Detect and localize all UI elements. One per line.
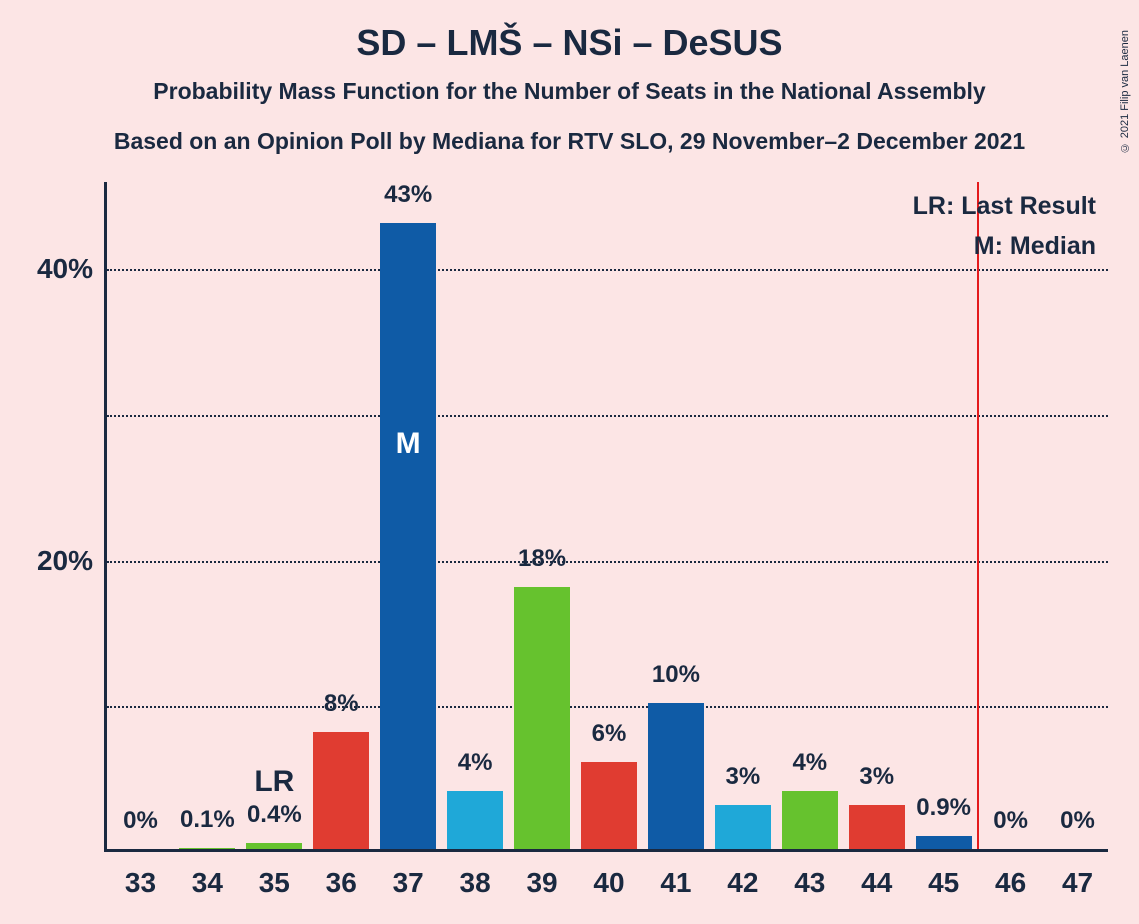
xtick-label: 34 bbox=[192, 867, 223, 899]
xtick-label: 40 bbox=[593, 867, 624, 899]
ytick-label: 20% bbox=[37, 545, 107, 577]
majority-line bbox=[977, 182, 979, 849]
median-marker: M bbox=[396, 427, 421, 461]
xtick-label: 47 bbox=[1062, 867, 1093, 899]
lr-marker: LR bbox=[254, 765, 294, 799]
bar bbox=[246, 843, 302, 849]
bar-value-label: 0% bbox=[123, 807, 158, 835]
xtick-label: 33 bbox=[125, 867, 156, 899]
chart-container: SD – LMŠ – NSi – DeSUS Probability Mass … bbox=[0, 0, 1139, 924]
bar bbox=[648, 703, 704, 849]
legend-line: LR: Last Result bbox=[913, 192, 1096, 221]
bar-value-label: 0% bbox=[1060, 807, 1095, 835]
bar-slot: 43%M37 bbox=[375, 179, 442, 849]
xtick-label: 44 bbox=[861, 867, 892, 899]
bar-value-label: 0.9% bbox=[916, 794, 971, 822]
plot-area: 20%40%0%330.1%340.4%LR358%3643%M374%3818… bbox=[104, 182, 1108, 852]
bar-value-label: 43% bbox=[384, 181, 432, 209]
chart-subtitle-1: Probability Mass Function for the Number… bbox=[0, 78, 1139, 105]
bar-slot: 3%44 bbox=[843, 179, 910, 849]
bar bbox=[849, 805, 905, 849]
bar-value-label: 10% bbox=[652, 661, 700, 689]
bar bbox=[715, 805, 771, 849]
bar-slot: 0%46 bbox=[977, 179, 1044, 849]
bar-slot: 0.4%LR35 bbox=[241, 179, 308, 849]
bar-slot: 4%38 bbox=[442, 179, 509, 849]
xtick-label: 41 bbox=[660, 867, 691, 899]
bar bbox=[179, 848, 235, 849]
bar bbox=[447, 791, 503, 849]
bar bbox=[514, 587, 570, 849]
bar-value-label: 4% bbox=[458, 749, 493, 777]
bar-value-label: 3% bbox=[726, 763, 761, 791]
bar-slot: 0.1%34 bbox=[174, 179, 241, 849]
bar-slot: 4%43 bbox=[776, 179, 843, 849]
bar-value-label: 8% bbox=[324, 690, 359, 718]
bar bbox=[313, 732, 369, 849]
copyright: © 2021 Filip van Laenen bbox=[1119, 30, 1131, 153]
bar-slot: 0%47 bbox=[1044, 179, 1111, 849]
bar-value-label: 18% bbox=[518, 545, 566, 573]
bar-value-label: 3% bbox=[859, 763, 894, 791]
ytick-label: 40% bbox=[37, 253, 107, 285]
bar-slot: 0.9%45 bbox=[910, 179, 977, 849]
bar-slot: 8%36 bbox=[308, 179, 375, 849]
xtick-label: 36 bbox=[326, 867, 357, 899]
bar-slot: 10%41 bbox=[642, 179, 709, 849]
bar-value-label: 4% bbox=[792, 749, 827, 777]
bar bbox=[782, 791, 838, 849]
bar-slot: 6%40 bbox=[576, 179, 643, 849]
bar bbox=[380, 223, 436, 849]
xtick-label: 45 bbox=[928, 867, 959, 899]
bar-slot: 18%39 bbox=[509, 179, 576, 849]
bar bbox=[581, 762, 637, 849]
bar-value-label: 0% bbox=[993, 807, 1028, 835]
xtick-label: 37 bbox=[393, 867, 424, 899]
bar-value-label: 0.4% bbox=[247, 801, 302, 829]
bar-slot: 3%42 bbox=[709, 179, 776, 849]
bar bbox=[916, 836, 972, 849]
xtick-label: 42 bbox=[727, 867, 758, 899]
legend-line: M: Median bbox=[974, 232, 1096, 261]
xtick-label: 35 bbox=[259, 867, 290, 899]
xtick-label: 43 bbox=[794, 867, 825, 899]
bar-slot: 0%33 bbox=[107, 179, 174, 849]
xtick-label: 46 bbox=[995, 867, 1026, 899]
bar-value-label: 0.1% bbox=[180, 806, 235, 834]
chart-title: SD – LMŠ – NSi – DeSUS bbox=[0, 22, 1139, 64]
chart-subtitle-2: Based on an Opinion Poll by Mediana for … bbox=[0, 128, 1139, 155]
bar-value-label: 6% bbox=[592, 720, 627, 748]
xtick-label: 39 bbox=[526, 867, 557, 899]
xtick-label: 38 bbox=[460, 867, 491, 899]
